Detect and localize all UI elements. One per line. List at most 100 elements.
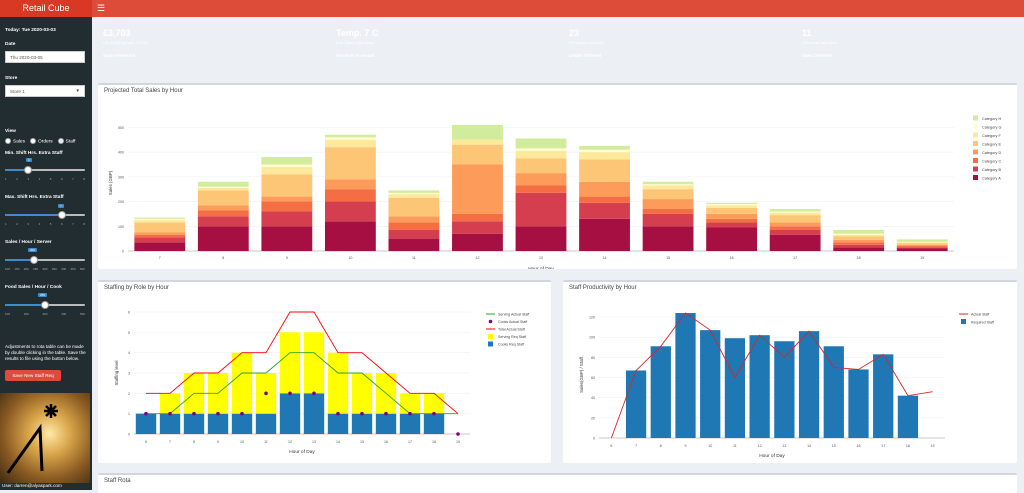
sales-bar-segment: [389, 223, 440, 230]
date-input[interactable]: Thu 2020-03-05: [5, 51, 85, 63]
valuebox-subtitle: Rain 79mm, Wind 6mph: [336, 41, 546, 45]
x-tick-label: 7: [169, 440, 171, 444]
sales-bar-segment: [134, 219, 185, 220]
app-logo-title[interactable]: Retail Cube: [0, 0, 92, 17]
x-tick-label: 15: [360, 440, 364, 444]
y-tick-label: 80: [591, 356, 595, 360]
staff-bar-segment: [280, 393, 300, 434]
productivity-bar: [824, 346, 844, 438]
x-axis-title: Hour of Day: [759, 453, 785, 459]
sales-bar-segment: [134, 235, 185, 237]
x-tick-label: 19: [931, 444, 935, 448]
sales-bar-segment: [770, 213, 821, 215]
view-radio-staff[interactable]: Staff: [58, 138, 76, 144]
staff-point: [360, 412, 364, 416]
x-tick-label: 9: [286, 256, 288, 260]
sales-bar-segment: [325, 221, 376, 251]
y-axis-title: Staffing level: [114, 360, 119, 385]
max-shift-handle[interactable]: [58, 211, 66, 219]
x-tick-label: 13: [782, 444, 786, 448]
staff-bar-segment: [424, 414, 444, 434]
sales-bar-segment: [897, 246, 948, 247]
y-tick-label: 120: [589, 316, 595, 320]
view-radio-orders[interactable]: Orders: [30, 138, 53, 144]
max-shift-slider[interactable]: [5, 209, 85, 221]
sales-bar-segment: [833, 247, 884, 251]
legend-swatch: [973, 167, 978, 172]
sales-bar-segment: [770, 223, 821, 227]
min-shift-slider[interactable]: [5, 164, 85, 176]
x-tick-label: 18: [432, 440, 436, 444]
x-tick-label: 14: [603, 256, 607, 260]
valuebox-subtitle: # Products Last Week: [569, 41, 777, 45]
store-select[interactable]: Store 1▾: [5, 85, 85, 97]
legend-marker: [489, 320, 493, 324]
food-cook-slider[interactable]: [5, 299, 85, 311]
staff-rota-panel: Staff Rota: [98, 473, 1017, 493]
staff-bar-segment: [304, 393, 324, 434]
save-staff-req-button[interactable]: Save New Staff Req: [5, 370, 61, 381]
sales-bar-segment: [770, 215, 821, 222]
productivity-bar: [651, 346, 671, 438]
staff-point: [264, 392, 268, 396]
y-tick-label: 0: [128, 433, 130, 437]
sales-bar-segment: [833, 235, 884, 236]
sales-bar-segment: [516, 173, 567, 185]
sales-bar-segment: [452, 164, 503, 213]
sales-bar-segment: [706, 228, 757, 251]
date-value: Thu 2020-03-05: [10, 55, 43, 60]
sales-bar-segment: [643, 184, 694, 185]
view-radio-sales[interactable]: Sales: [5, 138, 25, 144]
legend-label: Category G: [982, 126, 1001, 130]
legend-swatch: [488, 334, 493, 339]
sales-bar-segment: [770, 235, 821, 251]
x-tick-label: 8: [193, 440, 195, 444]
valuebox-value: 23: [569, 28, 777, 38]
sales-bar-segment: [134, 218, 185, 219]
sales-bar-segment: [897, 239, 948, 241]
sales-bar-segment: [325, 179, 376, 189]
sales-bar-segment: [643, 209, 694, 214]
x-tick-label: 18: [906, 444, 910, 448]
menu-icon[interactable]: ☰: [97, 0, 109, 17]
sales-server-slider[interactable]: [5, 254, 85, 266]
valuebox-subtitle: # Products Last Week: [802, 41, 1012, 45]
sales-bar-segment: [516, 148, 567, 150]
x-axis-title: Hour of Day: [289, 449, 315, 455]
sales-bar-segment: [833, 236, 884, 240]
y-tick-label: 4: [128, 351, 130, 355]
sales-bar-segment: [261, 226, 312, 251]
productivity-bar: [799, 331, 819, 438]
sales-bar-segment: [198, 216, 249, 226]
today-label: Today: Tue 2020-03-03: [5, 28, 56, 33]
sales-bar-segment: [134, 223, 185, 233]
view-option-label: Staff: [66, 139, 76, 144]
food-cook-handle[interactable]: [41, 301, 49, 309]
x-tick-label: 17: [793, 256, 797, 260]
x-tick-label: 6: [610, 444, 612, 448]
sales-bar-segment: [706, 208, 757, 214]
sales-bar-segment: [389, 239, 440, 251]
sales-bar-segment: [579, 150, 630, 152]
staff-point: [240, 412, 244, 416]
valuebox-subtitle: LW: £3,658 (growth: 1.44%): [103, 41, 320, 45]
legend-swatch: [973, 158, 978, 163]
sidebar: Today: Tue 2020-03-03 Date Thu 2020-03-0…: [0, 17, 92, 490]
panel-title: Staff Rota: [104, 478, 131, 484]
legend-label: Category D: [982, 151, 1001, 155]
sales-bar-segment: [325, 137, 376, 139]
staff-point: [456, 432, 460, 436]
x-tick-label: 8: [222, 256, 224, 260]
sales-bar-segment: [706, 204, 757, 205]
min-shift-handle[interactable]: [24, 166, 32, 174]
legend-label: Cooks Actual Staff: [498, 320, 527, 324]
y-tick-label: 20: [591, 416, 595, 420]
sales-bar-segment: [516, 193, 567, 226]
sales-server-handle[interactable]: [30, 256, 38, 264]
staff-bar-segment: [184, 414, 204, 434]
